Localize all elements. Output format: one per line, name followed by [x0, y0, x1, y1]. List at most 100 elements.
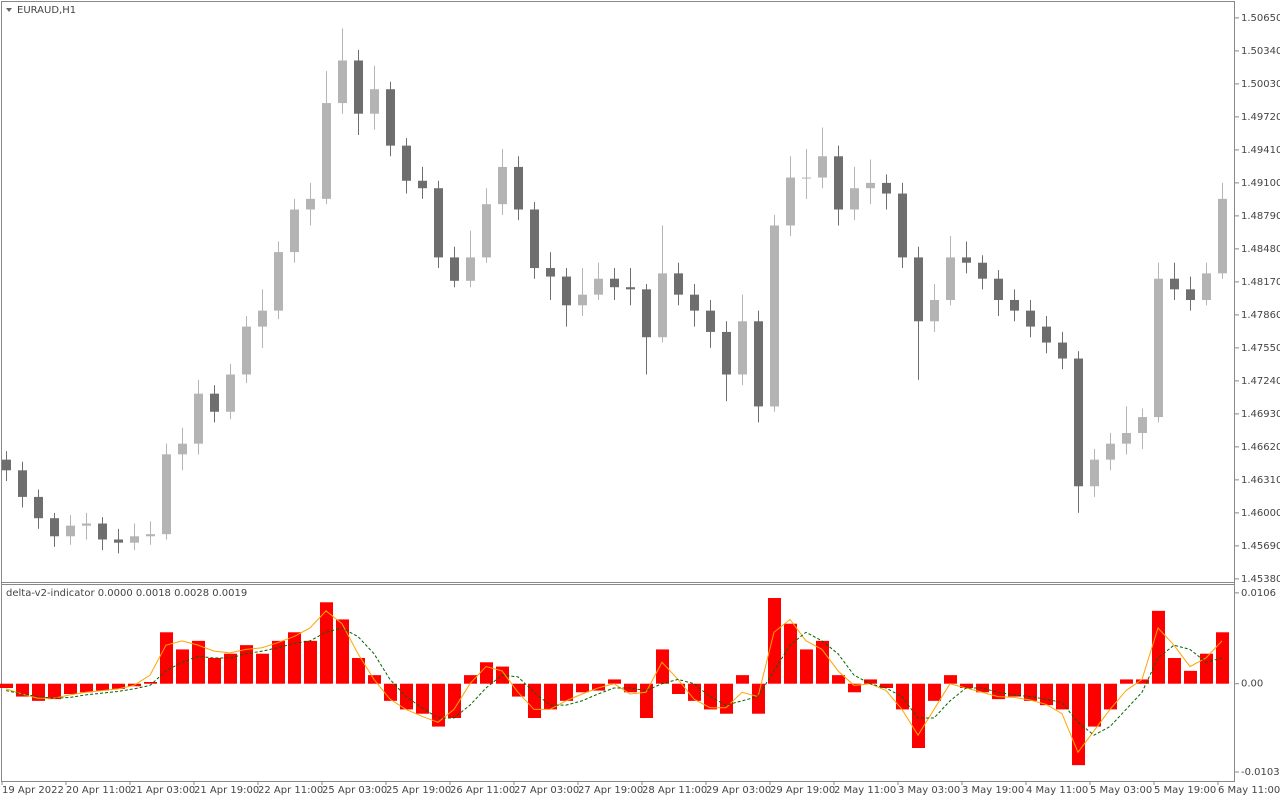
- candle-body: [466, 257, 475, 281]
- histogram-bar: [1088, 683, 1101, 727]
- x-tick-label: 19 Apr 2022: [2, 785, 64, 796]
- histogram-bar: [832, 675, 845, 684]
- histogram-bar: [0, 683, 13, 688]
- histogram-bar: [816, 640, 829, 684]
- candle-body: [386, 89, 395, 146]
- histogram-bar: [80, 683, 93, 693]
- y-tick-label: 1.48170: [1241, 277, 1280, 288]
- y-tick-label: 1.49100: [1241, 178, 1280, 189]
- histogram-bar: [288, 632, 301, 684]
- candle-body: [1074, 358, 1083, 487]
- histogram-bar: [1200, 653, 1213, 684]
- chart-frame: [1, 1, 1235, 782]
- chart-title: EURAUD,H1: [17, 5, 76, 16]
- candle-body: [114, 539, 123, 543]
- candle-body: [898, 193, 907, 258]
- candle-body: [482, 204, 491, 258]
- histogram-bar: [1040, 683, 1053, 706]
- histogram-bar: [1168, 658, 1181, 684]
- x-tick-label: 4 May 11:00: [1026, 785, 1088, 796]
- histogram-bar: [880, 683, 893, 688]
- histogram-bar: [1008, 683, 1021, 697]
- y-tick-label: 1.46930: [1241, 409, 1280, 420]
- candle-body: [914, 257, 923, 322]
- histogram-bar: [1216, 632, 1229, 684]
- candle-body: [98, 523, 107, 540]
- histogram-bar: [224, 653, 237, 684]
- candle-body: [290, 209, 299, 253]
- candle-body: [34, 496, 43, 519]
- y-tick-label: 1.47550: [1241, 343, 1280, 354]
- histogram-bar: [720, 683, 733, 714]
- candle-body: [962, 257, 971, 263]
- candle-body: [1170, 278, 1179, 290]
- candle-body: [514, 166, 523, 210]
- candle-body: [146, 534, 155, 537]
- histogram-bar: [928, 683, 941, 701]
- histogram-bar: [208, 658, 221, 684]
- candle-body: [66, 525, 75, 537]
- y-tick-label: 1.48790: [1241, 211, 1280, 222]
- candle-body: [994, 278, 1003, 300]
- candle-body: [1186, 289, 1195, 300]
- candle-body: [130, 536, 139, 543]
- y-tick-label: 1.45380: [1241, 574, 1280, 585]
- histogram-bar: [1120, 679, 1133, 684]
- candle-body: [82, 523, 91, 526]
- histogram-bar: [672, 683, 685, 694]
- x-tick-label: 21 Apr 19:00: [194, 785, 259, 796]
- y-tick-label: 1.50650: [1241, 13, 1280, 24]
- x-tick-label: 2 May 11:00: [834, 785, 896, 796]
- x-tick-label: 3 May 19:00: [962, 785, 1024, 796]
- candle-body: [690, 294, 699, 311]
- histogram-bar: [256, 653, 269, 684]
- candle-body: [658, 273, 667, 338]
- histogram-bar: [656, 649, 669, 684]
- candle-body: [594, 278, 603, 295]
- histogram-bar: [160, 632, 173, 684]
- candle-body: [674, 273, 683, 295]
- histogram-bar: [1104, 683, 1117, 710]
- candle-body: [946, 257, 955, 300]
- candle-body: [338, 60, 347, 104]
- histogram-bar: [352, 658, 365, 684]
- histogram-bar: [576, 683, 589, 693]
- y-tick-label: 1.47860: [1241, 310, 1280, 321]
- y-tick-label: 1.46620: [1241, 442, 1280, 453]
- x-tick-label: 25 Apr 03:00: [322, 785, 387, 796]
- y-tick-label: 1.46310: [1241, 475, 1280, 486]
- candle-body: [50, 518, 59, 537]
- candle-body: [370, 89, 379, 114]
- candle-body: [1042, 326, 1051, 343]
- y-tick-label: 1.50340: [1241, 46, 1280, 57]
- histogram-bar: [64, 683, 77, 694]
- histogram-bar: [240, 645, 253, 684]
- menu-arrow[interactable]: [6, 8, 12, 12]
- x-tick-label: 21 Apr 03:00: [130, 785, 195, 796]
- histogram-bar: [1072, 683, 1085, 766]
- candle-body: [418, 180, 427, 189]
- x-tick-label: 27 Apr 19:00: [578, 785, 643, 796]
- y-tick-label: 1.48480: [1241, 244, 1280, 255]
- histogram-bar: [688, 683, 701, 701]
- candle-body: [1154, 278, 1163, 418]
- y-tick-label: 1.47240: [1241, 376, 1280, 387]
- histogram-bar: [1024, 683, 1037, 701]
- histogram-bar: [1136, 679, 1149, 684]
- x-tick-label: 26 Apr 11:00: [450, 785, 515, 796]
- candle-body: [322, 103, 331, 199]
- candle-body: [754, 321, 763, 407]
- x-tick-label: 29 Apr 03:00: [706, 785, 771, 796]
- candle-body: [578, 294, 587, 306]
- histogram-bar: [1184, 670, 1197, 684]
- histogram-bar: [320, 602, 333, 684]
- candle-body: [530, 209, 539, 269]
- histogram-bar: [560, 683, 573, 701]
- histogram-bar: [944, 675, 957, 684]
- candle-body: [274, 252, 283, 311]
- x-tick-label: 22 Apr 11:00: [258, 785, 323, 796]
- histogram-bar: [448, 683, 461, 718]
- x-tick-label: 20 Apr 11:00: [66, 785, 131, 796]
- candle-body: [1122, 433, 1131, 444]
